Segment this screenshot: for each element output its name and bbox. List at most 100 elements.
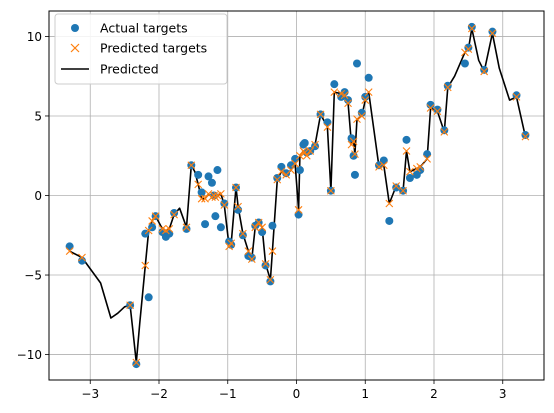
y-tick-label: 5	[34, 109, 42, 123]
predicted-target-point	[353, 115, 361, 124]
predicted-target-point	[268, 247, 277, 256]
predicted-target-point	[220, 201, 229, 209]
actual-target-point	[521, 131, 530, 140]
actual-target-point	[340, 88, 349, 97]
actual-target-point	[247, 253, 256, 262]
y-tick-label: −5	[24, 269, 42, 283]
predicted-target-point	[266, 275, 275, 284]
actual-target-point	[353, 59, 361, 68]
predicted-target-point	[201, 194, 209, 203]
predicted-target-point	[416, 162, 425, 171]
actual-target-point	[182, 224, 191, 233]
actual-target-point	[132, 360, 141, 369]
actual-target-point	[440, 126, 449, 135]
actual-target-point	[379, 156, 388, 165]
actual-target-point	[364, 73, 373, 82]
predicted-target-point	[232, 183, 240, 192]
legend-marker-actual	[71, 24, 79, 32]
actual-target-point	[405, 174, 414, 183]
actual-target-point	[65, 242, 74, 251]
predicted-target-point	[406, 167, 414, 176]
predicted-target-point	[126, 301, 135, 310]
actual-target-point	[323, 118, 332, 127]
predicted-target-point	[357, 112, 366, 120]
actual-target-point	[392, 183, 401, 192]
actual-target-point	[361, 92, 370, 101]
predicted-target-point	[440, 127, 449, 136]
actual-target-point	[295, 166, 304, 175]
predicted-targets-layer	[65, 24, 530, 367]
actual-target-point	[344, 96, 353, 105]
actual-target-point	[402, 135, 411, 144]
x-tick-label: 2	[430, 387, 438, 401]
actual-target-point	[213, 166, 222, 175]
actual-target-point	[385, 216, 394, 225]
actual-target-point	[266, 277, 275, 286]
x-tick-label: 0	[293, 387, 301, 401]
x-tick-label: 1	[361, 387, 369, 401]
actual-target-point	[261, 261, 270, 270]
predicted-target-point	[194, 180, 203, 189]
actual-target-point	[294, 210, 303, 219]
actual-target-point	[170, 208, 179, 217]
actual-target-point	[423, 150, 432, 159]
actual-target-point	[488, 27, 497, 36]
predicted-target-point	[402, 147, 411, 155]
legend: Actual targets Predicted targets Predict…	[54, 13, 228, 85]
actual-target-point	[512, 91, 521, 100]
actual-target-point	[144, 293, 153, 302]
actual-target-point	[330, 80, 339, 89]
predicted-target-point	[273, 175, 282, 184]
predicted-target-point	[227, 239, 236, 248]
legend-marker-predicted-targets	[70, 43, 80, 53]
y-tick-label: 10	[27, 30, 42, 44]
predicted-target-point	[238, 229, 247, 238]
predicted-target-point	[187, 161, 196, 170]
predicted-target-point	[151, 212, 160, 221]
predicted-target-point	[467, 24, 476, 33]
predicted-target-point	[234, 202, 242, 211]
actual-target-point	[347, 134, 356, 143]
actual-target-point	[273, 174, 282, 183]
predicted-target-point	[392, 182, 401, 190]
predicted-target-point	[247, 255, 256, 264]
legend-label-predicted-line: Predicted	[100, 62, 159, 77]
predicted-target-point	[426, 104, 435, 112]
predicted-target-point	[311, 140, 319, 149]
predicted-target-point	[349, 137, 358, 146]
actual-target-point	[277, 162, 286, 171]
actual-target-point	[197, 188, 206, 197]
legend-box	[54, 13, 228, 85]
legend-label-predicted-targets: Predicted targets	[100, 41, 207, 56]
actual-target-point	[291, 154, 300, 163]
x-tick-label: −1	[219, 387, 237, 401]
actual-target-point	[216, 223, 225, 232]
actual-target-point	[211, 212, 220, 221]
predicted-target-point	[261, 260, 270, 268]
x-tick-label: −3	[81, 387, 99, 401]
predicted-target-point	[385, 199, 394, 208]
predicted-target-point	[182, 223, 191, 232]
predicted-target-point	[361, 96, 370, 104]
actual-target-point	[207, 178, 216, 187]
actual-target-point	[220, 199, 229, 208]
predicted-target-point	[423, 155, 432, 163]
actual-target-point	[443, 81, 452, 90]
predicted-target-point	[344, 99, 352, 108]
legend-label-actual: Actual targets	[100, 21, 188, 36]
actual-target-point	[433, 105, 442, 114]
predicted-target-point	[197, 194, 206, 203]
actual-targets-layer	[65, 22, 530, 369]
predicted-target-point	[291, 159, 300, 168]
predicted-target-point	[330, 88, 339, 97]
predicted-target-point	[258, 223, 267, 232]
predicted-target-point	[364, 88, 373, 97]
predicted-target-point	[78, 253, 86, 262]
x-tick-label: −2	[150, 387, 168, 401]
predicted-target-point	[65, 247, 74, 256]
predicted-target-point	[306, 147, 315, 155]
predicted-target-point	[244, 247, 253, 256]
predicted-target-point	[379, 161, 388, 170]
